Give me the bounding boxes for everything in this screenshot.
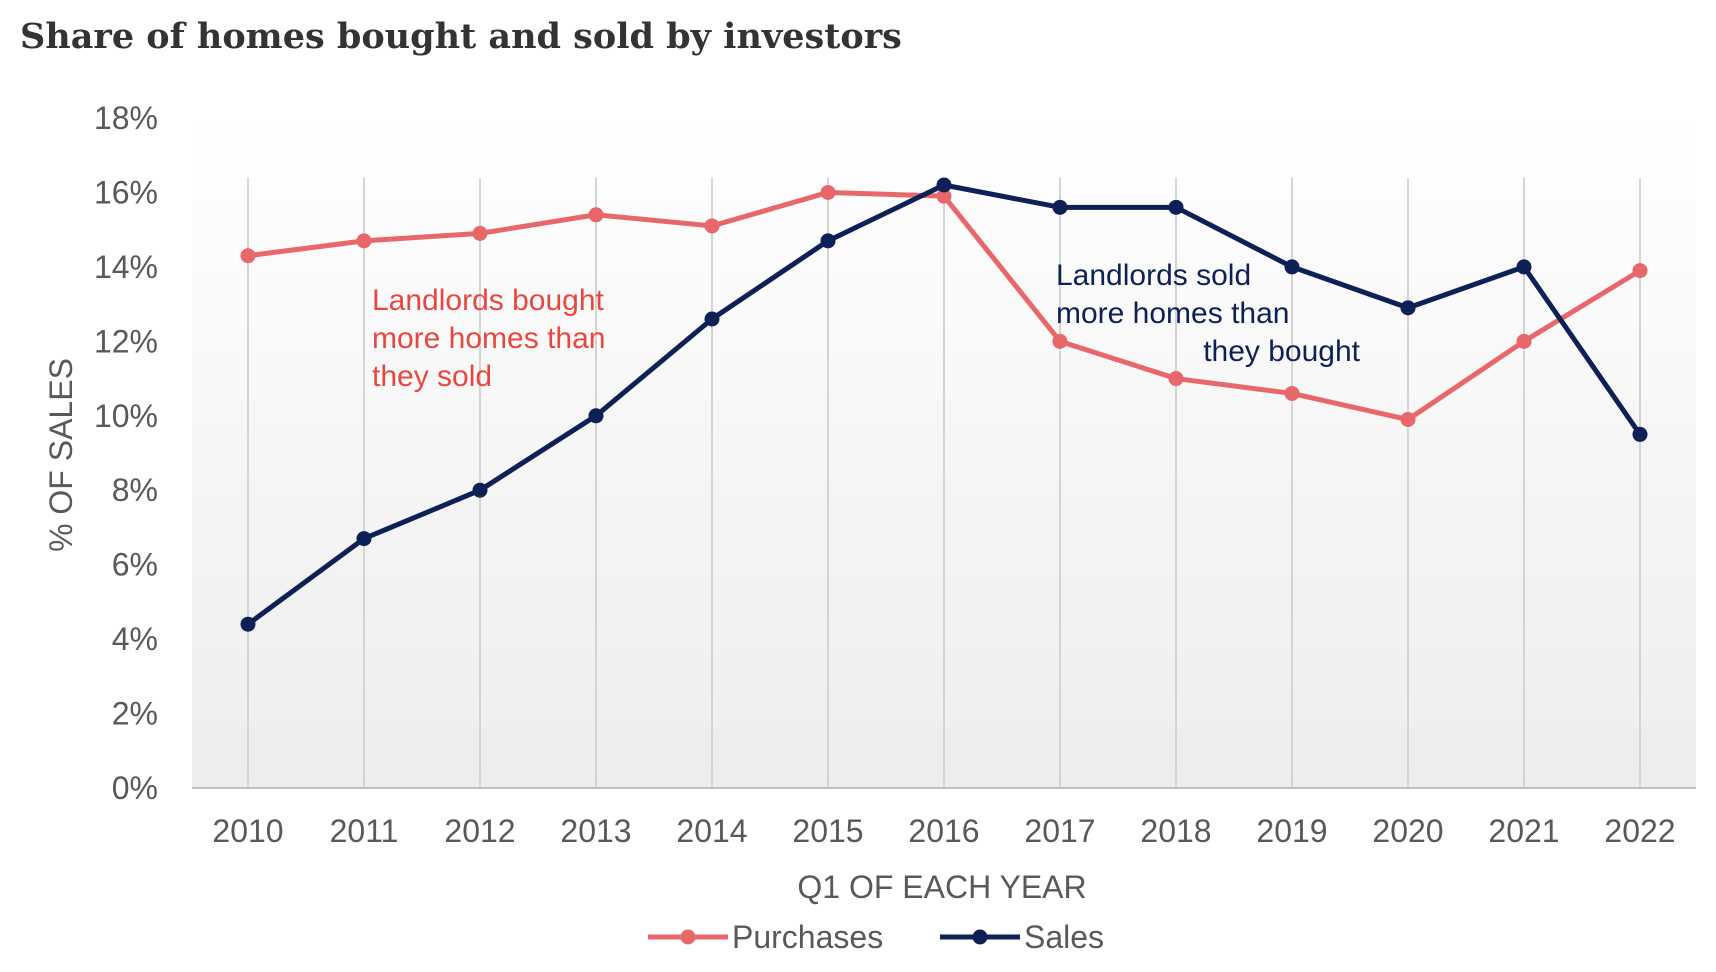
data-point-purchases [1168, 371, 1184, 387]
y-tick-label: 10% [94, 398, 158, 434]
data-point-sales [1168, 199, 1184, 215]
series [240, 177, 1648, 632]
x-tick-label: 2014 [676, 813, 747, 849]
y-tick-label: 0% [112, 770, 158, 806]
gridlines [247, 178, 1641, 788]
annotation-text: more homes than [1056, 297, 1289, 330]
y-tick-label: 14% [94, 249, 158, 285]
x-axis-title: Q1 OF EACH YEAR [797, 869, 1086, 905]
y-tick-label: 12% [94, 323, 158, 359]
data-point-sales [472, 482, 488, 498]
data-point-purchases [936, 188, 952, 204]
y-axis-title: % OF SALES [43, 358, 79, 552]
y-tick-label: 2% [112, 696, 158, 732]
data-point-sales [936, 177, 952, 193]
data-point-sales [1052, 199, 1068, 215]
data-point-purchases [1284, 385, 1300, 401]
data-point-sales [1400, 300, 1416, 316]
data-point-sales [1284, 259, 1300, 275]
annotation-text: they sold [372, 360, 492, 393]
annotation-text: more homes than [372, 322, 605, 355]
legend-marker-purchases [680, 929, 696, 945]
annotation-text: they bought [1203, 335, 1360, 368]
annotation-text: Landlords sold [1056, 259, 1251, 292]
x-tick-label: 2020 [1372, 813, 1443, 849]
data-point-purchases [704, 218, 720, 234]
y-tick-label: 4% [112, 621, 158, 657]
data-point-purchases [1632, 263, 1648, 279]
x-tick-label: 2017 [1024, 813, 1095, 849]
data-point-purchases [588, 207, 604, 223]
data-point-sales [704, 311, 720, 327]
data-point-purchases [820, 184, 836, 200]
x-tick-label: 2012 [444, 813, 515, 849]
y-tick-label: 16% [94, 174, 158, 210]
x-tick-label: 2013 [560, 813, 631, 849]
data-point-sales [356, 531, 372, 547]
data-point-sales [1632, 426, 1648, 442]
y-tick-label: 6% [112, 547, 158, 583]
legend-marker-sales [972, 929, 988, 945]
data-point-purchases [240, 248, 256, 264]
x-tick-label: 2016 [908, 813, 979, 849]
data-point-purchases [472, 225, 488, 241]
data-point-purchases [1052, 333, 1068, 349]
data-point-sales [1516, 259, 1532, 275]
data-point-purchases [1400, 412, 1416, 427]
x-tick-label: 2011 [330, 813, 399, 849]
data-point-sales [820, 233, 836, 249]
y-tick-label: 8% [112, 472, 158, 508]
x-tick-label: 2018 [1140, 813, 1211, 849]
data-point-sales [588, 408, 604, 424]
y-tick-label: 18% [94, 100, 158, 136]
axes: 2010 2011 2012 2013 2014 2015 2016 2017 2018 2019… [43, 100, 1696, 905]
legend-label-purchases: Purchases [732, 919, 883, 955]
data-point-purchases [1516, 333, 1532, 349]
legend-label-sales: Sales [1024, 919, 1104, 955]
legend: Purchases Sales [648, 919, 1104, 955]
x-tick-label: 2015 [792, 813, 863, 849]
data-point-purchases [356, 233, 372, 249]
x-tick-label: 2019 [1256, 813, 1327, 849]
x-tick-label: 2021 [1488, 813, 1559, 849]
chart-title: Share of homes bought and sold by invest… [20, 16, 902, 57]
annotations: Landlords bought more homes than they sold… [372, 259, 1361, 393]
x-tick-label: 2010 [212, 813, 283, 849]
x-tick-label: 2022 [1604, 813, 1675, 849]
annotation-text: Landlords bought [372, 284, 605, 317]
data-point-sales [240, 616, 256, 632]
